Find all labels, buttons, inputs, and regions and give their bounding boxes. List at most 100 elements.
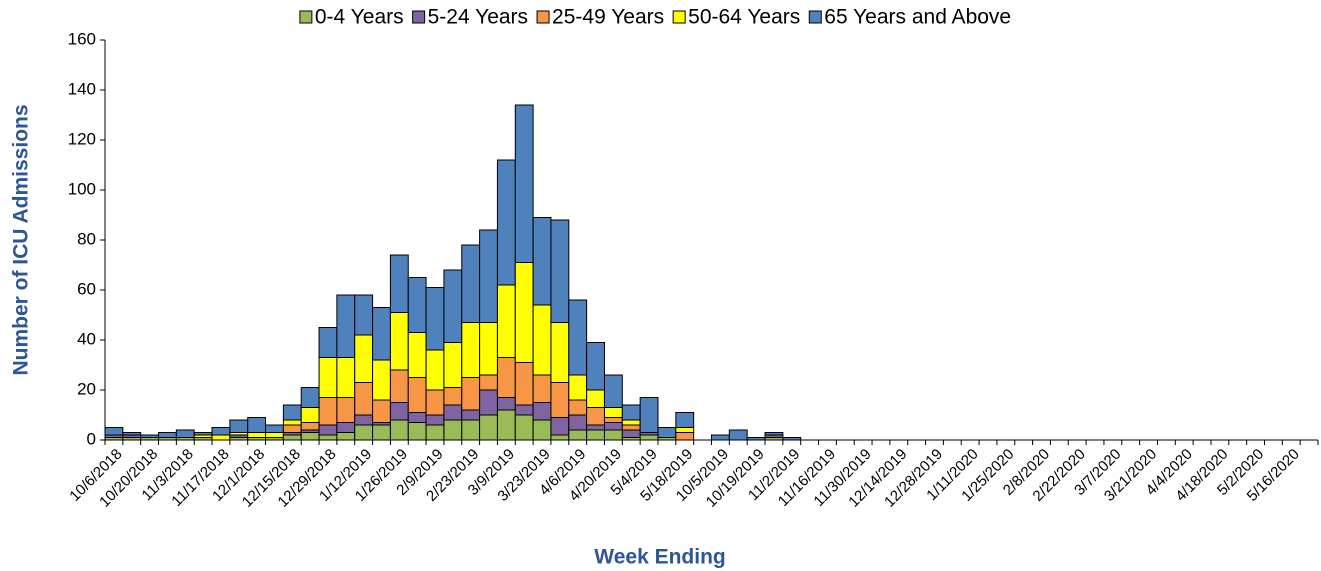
bar-segment: [407, 412, 427, 423]
bar-segment: [782, 437, 802, 441]
legend-swatch: [536, 10, 550, 24]
bar-segment: [550, 219, 570, 323]
bar-segment: [514, 262, 534, 363]
bar-segment: [586, 407, 605, 426]
bar-segment: [443, 269, 463, 343]
bar-segment: [479, 389, 498, 416]
bar-segment: [354, 414, 374, 426]
bar-segment: [389, 402, 409, 421]
bar-segment: [461, 322, 481, 378]
bar-segment: [372, 399, 391, 423]
bar-segment: [461, 377, 481, 411]
bar-segment: [336, 432, 356, 441]
bar-segment: [354, 294, 374, 336]
bar-segment: [496, 159, 516, 286]
bar-segment: [372, 359, 391, 401]
bar-segment: [425, 414, 445, 426]
bar-segment: [461, 419, 481, 441]
bar-segment: [586, 389, 605, 408]
bar-segment: [496, 409, 516, 441]
legend-label: 5-24 Years: [428, 6, 528, 29]
bar-segment: [532, 217, 552, 306]
bar-segment: [711, 434, 730, 441]
bar-segment: [675, 432, 695, 441]
bar-segment: [193, 432, 213, 436]
legend-swatch: [299, 10, 313, 24]
bar-segment: [300, 422, 320, 431]
bar-segment: [282, 434, 302, 441]
bar-segment: [336, 397, 356, 423]
bar-segment: [425, 349, 445, 391]
bar-segment: [586, 424, 605, 431]
bar-segment: [621, 419, 641, 426]
bar-segment: [639, 397, 659, 433]
bar-segment: [443, 342, 463, 388]
bar-segment: [764, 432, 784, 436]
bar-segment: [104, 427, 124, 436]
bar-segment: [282, 419, 302, 426]
bar-segment: [229, 419, 249, 433]
bar-segment: [354, 334, 374, 383]
y-tick-label: 160: [68, 29, 96, 48]
bar-segment: [247, 417, 267, 433]
bar-segment: [603, 417, 623, 423]
bar-segment: [265, 424, 284, 433]
bar-segment: [300, 407, 320, 423]
bar-segment: [389, 254, 409, 313]
bar-segment: [532, 304, 552, 376]
bar-segment: [603, 374, 623, 408]
bar-segment: [247, 432, 267, 438]
bar-segment: [479, 374, 498, 391]
bar-segment: [461, 244, 481, 323]
bar-segment: [336, 357, 356, 398]
bar-segment: [496, 357, 516, 398]
bar-segment: [514, 104, 534, 263]
bar-segment: [568, 399, 588, 416]
bar-segment: [675, 427, 695, 433]
bar-segment: [282, 424, 302, 433]
bar-segment: [158, 432, 177, 438]
bar-segment: [603, 407, 623, 418]
bar-segment: [318, 327, 338, 358]
legend-swatch: [672, 10, 686, 24]
bar-segment: [443, 404, 463, 421]
bar-segment: [318, 434, 338, 441]
bar-segment: [586, 342, 605, 391]
bar-segment: [621, 404, 641, 421]
bar-segment: [318, 397, 338, 426]
bar-segment: [122, 432, 142, 436]
bar-segment: [550, 417, 570, 436]
bar-segment: [336, 294, 356, 358]
bar-segment: [443, 419, 463, 441]
bar-segment: [265, 432, 284, 438]
bar-segment: [479, 229, 498, 323]
bar-segment: [300, 432, 320, 441]
bar-segment: [514, 414, 534, 441]
bar-segment: [532, 374, 552, 403]
bar-segment: [372, 307, 391, 361]
bar-segment: [479, 322, 498, 376]
bar-segment: [514, 362, 534, 406]
bar-segment: [389, 369, 409, 403]
bar-segment: [532, 402, 552, 421]
bar-segment: [425, 287, 445, 351]
bar-segment: [550, 322, 570, 383]
bar-segment: [211, 434, 231, 441]
bar-segment: [496, 397, 516, 411]
bar-segment: [354, 382, 374, 416]
bar-segment: [407, 422, 427, 441]
bar-segment: [621, 424, 641, 431]
bar-segment: [211, 427, 231, 436]
y-tick-label: 60: [77, 279, 96, 298]
y-tick-label: 100: [68, 179, 96, 198]
bar-segment: [550, 434, 570, 441]
bar-segment: [443, 387, 463, 406]
bar-segment: [300, 387, 320, 408]
legend-label: 50-64 Years: [688, 6, 800, 29]
bar-segment: [479, 414, 498, 441]
bar-segment: [282, 404, 302, 421]
bar-segment: [140, 434, 160, 438]
y-axis-title: Number of ICU Admissions: [10, 104, 33, 375]
bar-segment: [318, 357, 338, 398]
